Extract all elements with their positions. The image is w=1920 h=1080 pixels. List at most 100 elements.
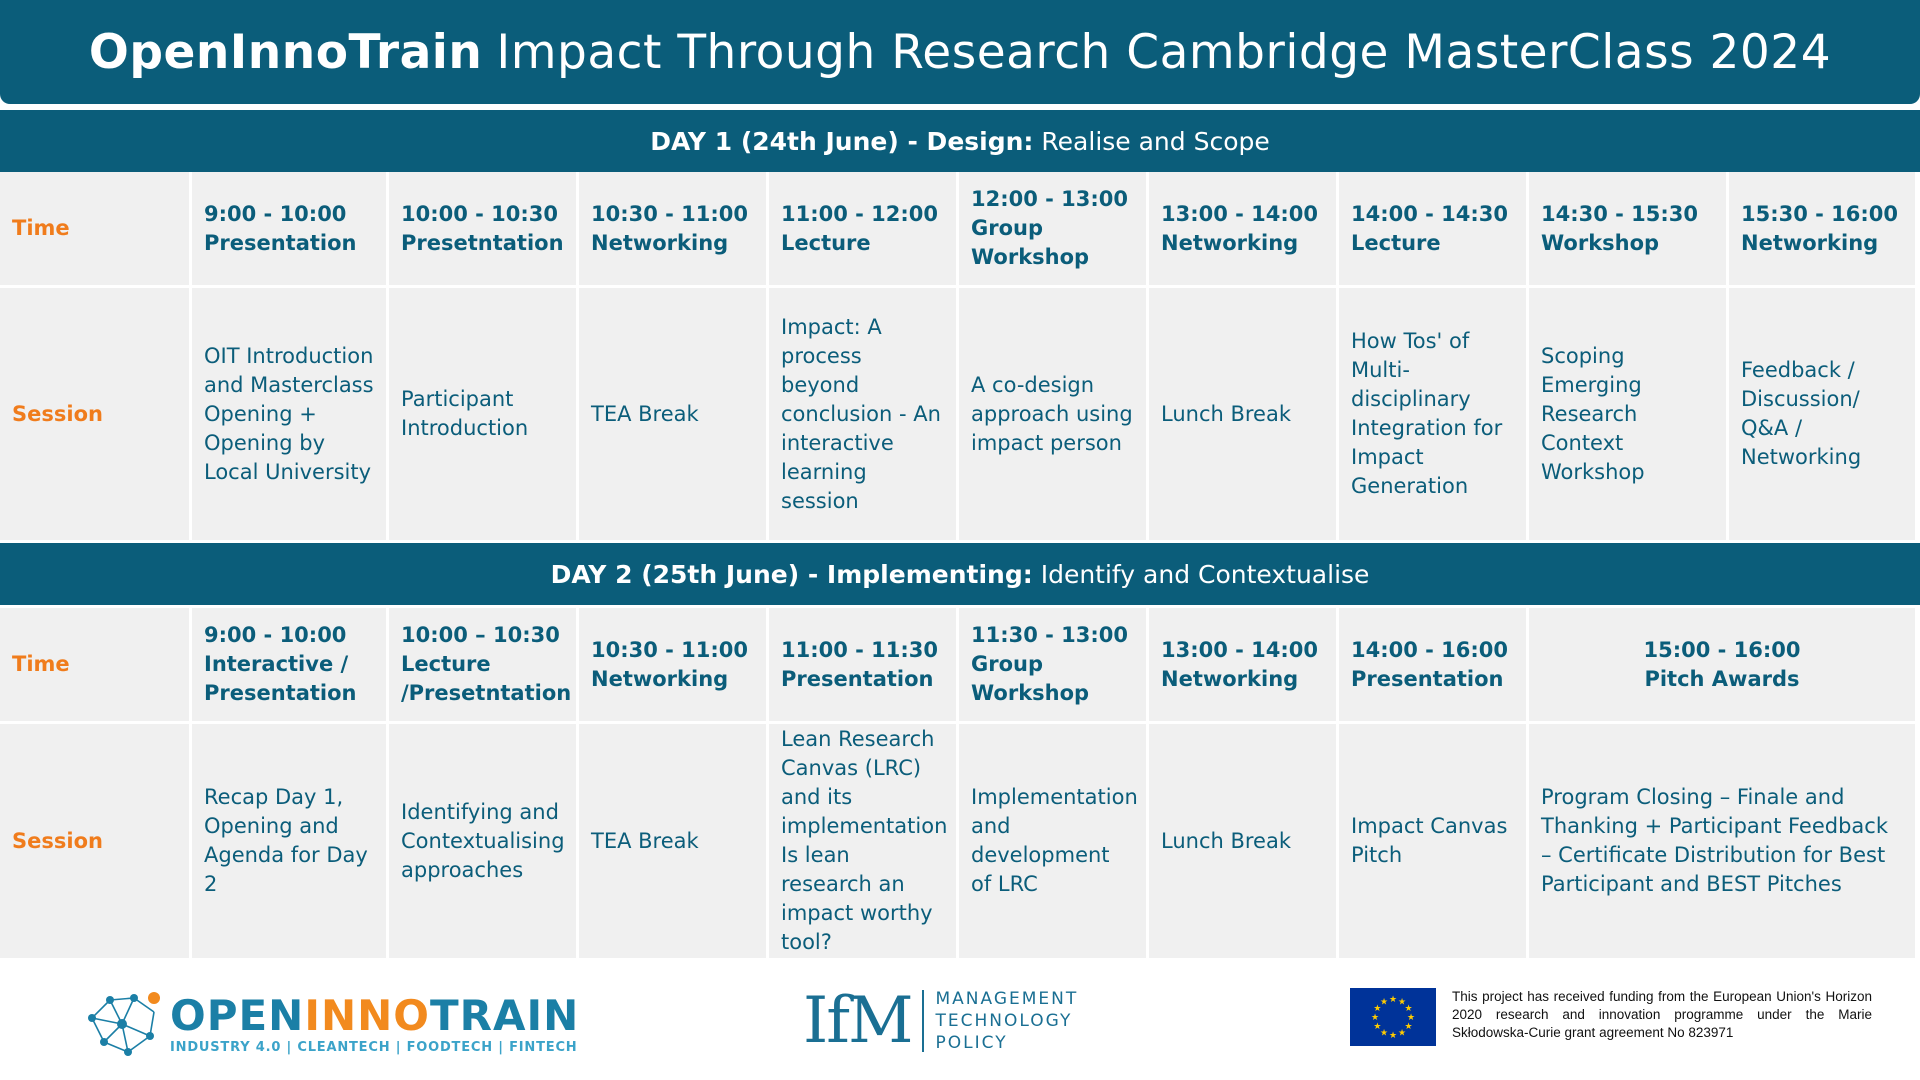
slot-session: TEA Break bbox=[591, 828, 699, 853]
eu-star-icon: ★ bbox=[1373, 1004, 1381, 1014]
eu-funding-notice: ★ ★ ★ ★ ★ ★ ★ ★ ★ ★ ★ ★ This project has received f… bbox=[1350, 988, 1872, 1046]
eu-star-icon: ★ bbox=[1380, 997, 1388, 1007]
time-cell: 15:00 - 16:00 Pitch Awards bbox=[1529, 608, 1915, 721]
slot-type: Lecture bbox=[781, 230, 871, 255]
session-cell: Identifying and Contextualising approach… bbox=[389, 724, 576, 958]
eu-flag-icon: ★ ★ ★ ★ ★ ★ ★ ★ ★ ★ ★ ★ bbox=[1350, 988, 1436, 1046]
session-label: Session bbox=[0, 724, 189, 958]
session-cell: A co-design approach using impact person bbox=[959, 288, 1146, 540]
slot-session: Participant Introduction bbox=[401, 387, 529, 440]
ifm-lines: MANAGEMENT TECHNOLOGY POLICY bbox=[935, 989, 1079, 1053]
slot-time: 10:30 - 11:00 bbox=[591, 637, 749, 662]
session-cell: How Tos' of Multi-disciplinary Integrati… bbox=[1339, 288, 1526, 540]
slot-session: TEA Break bbox=[591, 401, 699, 426]
slot-session: Program Closing – Finale and Thanking + … bbox=[1541, 785, 1888, 896]
session-cell: OIT Introduction and Masterclass Opening… bbox=[192, 288, 386, 540]
time-cell: 10:00 – 10:30 Lecture /Presetntation bbox=[389, 608, 576, 721]
slot-time: 14:00 - 16:00 bbox=[1351, 637, 1509, 662]
slot-time: 9:00 - 10:00 bbox=[204, 201, 347, 226]
slot-time: 10:00 – 10:30 bbox=[401, 623, 560, 647]
time-cell: 13:00 - 14:00 Networking bbox=[1149, 608, 1336, 721]
slot-type: Group Workshop bbox=[971, 216, 1090, 269]
slot-session: Lunch Break bbox=[1161, 828, 1292, 853]
ifm-logo: IfM MANAGEMENT TECHNOLOGY POLICY bbox=[803, 984, 1078, 1058]
time-cell: 11:00 - 12:00 Lecture bbox=[769, 172, 956, 285]
eu-star-icon: ★ bbox=[1389, 1031, 1397, 1041]
eu-star-icon: ★ bbox=[1407, 1013, 1415, 1023]
time-cell: 9:00 - 10:00 Presentation bbox=[192, 172, 386, 285]
time-label: Time bbox=[0, 172, 189, 285]
eu-star-icon: ★ bbox=[1371, 1013, 1379, 1023]
slot-type: Networking bbox=[591, 666, 729, 691]
slot-type: Interactive / Presentation bbox=[204, 652, 357, 705]
slot-type: Networking bbox=[1161, 666, 1299, 691]
day1-session-row: Session OIT Introduction and Masterclass… bbox=[0, 288, 1920, 540]
time-cell: 14:00 - 14:30 Lecture bbox=[1339, 172, 1526, 285]
slot-session: OIT Introduction and Masterclass Opening… bbox=[204, 343, 374, 484]
time-cell: 10:30 - 11:00 Networking bbox=[579, 172, 766, 285]
eu-star-icon: ★ bbox=[1398, 997, 1406, 1007]
footer: OPENINNOTRAIN INDUSTRY 4.0 | CLEANTECH |… bbox=[0, 958, 1920, 1080]
time-cell: 14:00 - 16:00 Presentation bbox=[1339, 608, 1526, 721]
session-cell: Lunch Break bbox=[1149, 288, 1336, 540]
slot-type: Group Workshop bbox=[971, 652, 1090, 705]
slot-session: Implementation and development of LRC bbox=[971, 785, 1138, 896]
session-cell: TEA Break bbox=[579, 288, 766, 540]
slot-type: Presetntation bbox=[401, 230, 564, 255]
ifm-mark: IfM bbox=[803, 984, 913, 1058]
slot-time: 11:00 - 12:00 bbox=[781, 201, 939, 226]
session-cell: Recap Day 1, Opening and Agenda for Day … bbox=[192, 724, 386, 958]
slot-session: Lunch Break bbox=[1161, 401, 1292, 426]
slot-type: Presentation bbox=[204, 230, 357, 255]
slot-type: Presentation bbox=[781, 666, 934, 691]
session-cell: Participant Introduction bbox=[389, 288, 576, 540]
slot-session: How Tos' of Multi-disciplinary Integrati… bbox=[1351, 329, 1503, 498]
slot-type: Pitch Awards bbox=[1644, 666, 1800, 691]
page-title: OpenInnoTrain Impact Through Research Ca… bbox=[0, 0, 1920, 104]
slot-time: 10:30 - 11:00 bbox=[591, 201, 749, 226]
slot-type: Lecture bbox=[1351, 230, 1441, 255]
openinnotrain-logo: OPENINNOTRAIN INDUSTRY 4.0 | CLEANTECH |… bbox=[82, 988, 579, 1060]
slot-time: 15:00 - 16:00 bbox=[1643, 637, 1801, 662]
slot-type: Networking bbox=[1741, 230, 1879, 255]
session-cell: Scoping Emerging Research Context Worksh… bbox=[1529, 288, 1726, 540]
day1-heading-bold: DAY 1 (24th June) - Design: bbox=[650, 126, 1034, 156]
openinnotrain-wordmark: OPENINNOTRAIN bbox=[170, 990, 580, 1040]
slot-session: Feedback / Discussion/ Q&A / Networking bbox=[1741, 358, 1862, 469]
slot-type: Presentation bbox=[1351, 666, 1504, 691]
eu-funding-text: This project has received funding from t… bbox=[1452, 989, 1872, 1040]
session-cell: Implementation and development of LRC bbox=[959, 724, 1146, 958]
slot-session: Identifying and Contextualising approach… bbox=[401, 799, 565, 882]
time-cell: 11:30 - 13:00 Group Workshop bbox=[959, 608, 1146, 721]
slot-time: 10:00 - 10:30 bbox=[401, 201, 559, 226]
session-label: Session bbox=[0, 288, 189, 540]
slot-type: Lecture /Presetntation bbox=[401, 652, 572, 705]
slot-session: Recap Day 1, Opening and Agenda for Day … bbox=[204, 785, 368, 896]
slot-time: 13:00 - 14:00 bbox=[1161, 637, 1319, 662]
slot-time: 14:00 - 14:30 bbox=[1351, 201, 1509, 226]
day1-heading: DAY 1 (24th June) - Design: Realise and … bbox=[0, 110, 1920, 172]
eu-star-icon: ★ bbox=[1405, 1004, 1413, 1014]
ifm-divider bbox=[921, 990, 924, 1052]
day2-heading-bold: DAY 2 (25th June) - Implementing: bbox=[550, 559, 1033, 589]
eu-star-icon: ★ bbox=[1405, 1022, 1413, 1032]
time-cell: 13:00 - 14:00 Networking bbox=[1149, 172, 1336, 285]
title-brand: OpenInnoTrain bbox=[88, 24, 483, 80]
day1-heading-rest: Realise and Scope bbox=[1041, 126, 1270, 156]
slot-type: Networking bbox=[1161, 230, 1299, 255]
slot-time: 15:30 - 16:00 bbox=[1741, 201, 1899, 226]
day2-session-row: Session Recap Day 1, Opening and Agenda … bbox=[0, 724, 1920, 958]
network-globe-icon bbox=[88, 992, 160, 1056]
slot-session: Impact: A process beyond conclusion - An… bbox=[781, 314, 941, 513]
openinnotrain-tagline: INDUSTRY 4.0 | CLEANTECH | FOODTECH | FI… bbox=[170, 1039, 578, 1055]
slot-session: A co-design approach using impact person bbox=[971, 372, 1133, 455]
slot-time: 12:00 - 13:00 bbox=[971, 187, 1129, 211]
eu-star-icon: ★ bbox=[1380, 1029, 1388, 1039]
session-cell: Lunch Break bbox=[1149, 724, 1336, 958]
time-cell: 10:00 - 10:30 Presetntation bbox=[389, 172, 576, 285]
slot-type: Workshop bbox=[1541, 230, 1660, 255]
slot-time: 11:00 - 11:30 bbox=[781, 637, 939, 662]
session-cell: Feedback / Discussion/ Q&A / Networking bbox=[1729, 288, 1915, 540]
time-cell: 14:30 - 15:30 Workshop bbox=[1529, 172, 1726, 285]
day2-heading: DAY 2 (25th June) - Implementing: Identi… bbox=[0, 543, 1920, 605]
